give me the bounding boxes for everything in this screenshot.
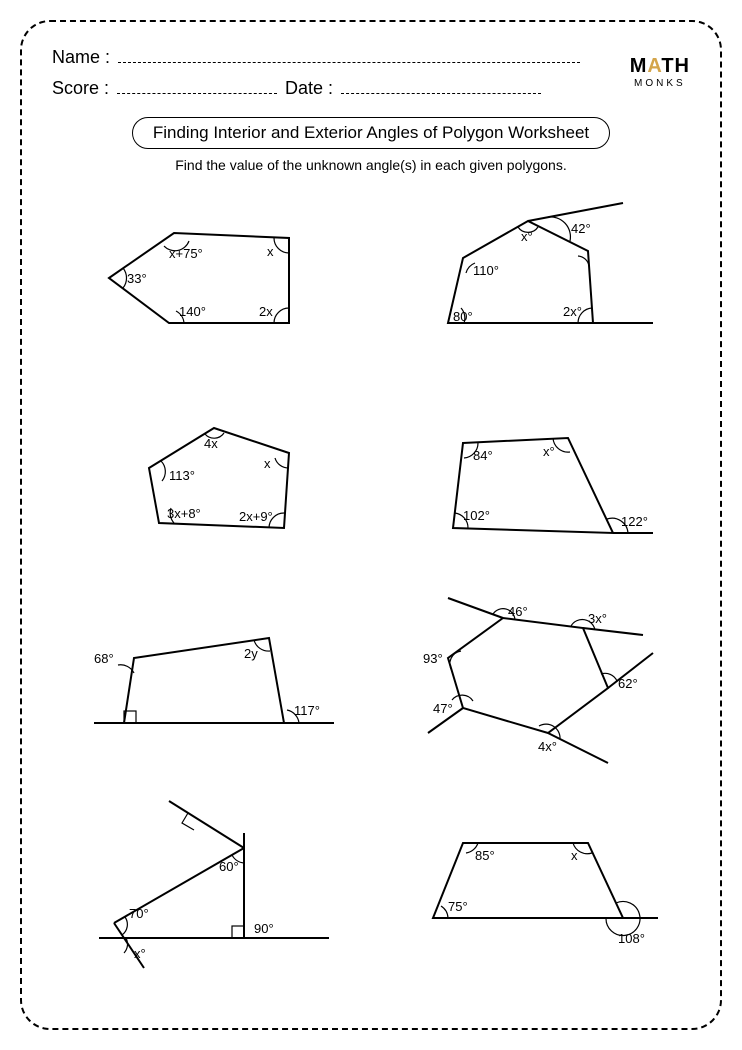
p6-angle5: 47°	[433, 701, 453, 716]
date-line[interactable]	[341, 93, 541, 94]
score-label: Score :	[52, 78, 109, 99]
p2-angle4: 80°	[453, 309, 473, 324]
p8-angle2: x	[571, 848, 578, 863]
p2-angle3: 110°	[473, 263, 499, 278]
worksheet-title: Finding Interior and Exterior Angles of …	[132, 117, 610, 149]
header: Name : Score : Date : MATH MONKS	[52, 47, 690, 99]
p2-angle5: 2x°	[563, 304, 582, 319]
p5-angle1: 2y	[244, 646, 258, 661]
problem-4: 84° x° 102° 122°	[376, 388, 690, 578]
name-row: Name :	[52, 47, 690, 68]
logo-math: MATH	[630, 55, 690, 78]
p6-angle3: 93°	[423, 651, 443, 666]
p5-angle2: 68°	[94, 651, 114, 666]
p8-angle4: 108°	[618, 931, 645, 946]
p6-angle4: 62°	[618, 676, 638, 691]
problem-6: 46° 3x° 93° 62° 47° 4x°	[376, 588, 690, 778]
problem-1: 33° x+75° x 2x 140°	[52, 188, 366, 378]
problem-8: 85° x 75° 108°	[376, 788, 690, 978]
p5-angle3: 117°	[294, 703, 320, 718]
problem-3: 4x x 113° 3x+8° 2x+9°	[52, 388, 366, 578]
logo-monks: MONKS	[630, 78, 690, 89]
p4-angle1: 84°	[473, 448, 493, 463]
problem-5: 68° 2y 117°	[52, 588, 366, 778]
p7-angle2: 70°	[129, 906, 149, 921]
p3-angle2: x	[264, 456, 271, 471]
p3-angle1: 4x	[204, 436, 218, 451]
score-row: Score : Date :	[52, 78, 690, 99]
p3-angle4: 3x+8°	[167, 506, 201, 521]
problem-7: 60° 70° 90° x°	[52, 788, 366, 978]
name-line[interactable]	[118, 62, 580, 63]
date-label: Date :	[285, 78, 333, 99]
p1-angle3: 33°	[127, 271, 147, 286]
p1-angle2: x	[267, 244, 274, 259]
p4-angle3: 102°	[463, 508, 490, 523]
p3-angle5: 2x+9°	[239, 509, 273, 524]
p2-angle2: 42°	[571, 221, 591, 236]
p6-angle1: 46°	[508, 604, 528, 619]
p3-angle3: 113°	[169, 468, 195, 483]
instruction: Find the value of the unknown angle(s) i…	[52, 157, 690, 173]
problems-grid: 33° x+75° x 2x 140° 80° 110° x°	[52, 188, 690, 978]
name-label: Name :	[52, 47, 110, 68]
score-line[interactable]	[117, 93, 277, 94]
p1-angle1: x+75°	[169, 246, 203, 261]
worksheet-page: Name : Score : Date : MATH MONKS Finding…	[20, 20, 722, 1030]
p7-angle3: 90°	[254, 921, 274, 936]
p8-angle3: 75°	[448, 899, 468, 914]
p1-angle5: 2x	[259, 304, 273, 319]
p2-angle1: x°	[521, 229, 533, 244]
p6-angle6: 4x°	[538, 739, 557, 754]
p4-angle2: x°	[543, 444, 555, 459]
p1-angle4: 140°	[179, 304, 206, 319]
p8-angle1: 85°	[475, 848, 495, 863]
p7-angle4: x°	[134, 946, 146, 961]
p7-angle1: 60°	[219, 859, 239, 874]
logo: MATH MONKS	[630, 55, 690, 89]
p4-angle4: 122°	[621, 514, 648, 529]
p6-angle2: 3x°	[588, 611, 607, 626]
problem-2: 80° 110° x° 42° 2x°	[376, 188, 690, 378]
